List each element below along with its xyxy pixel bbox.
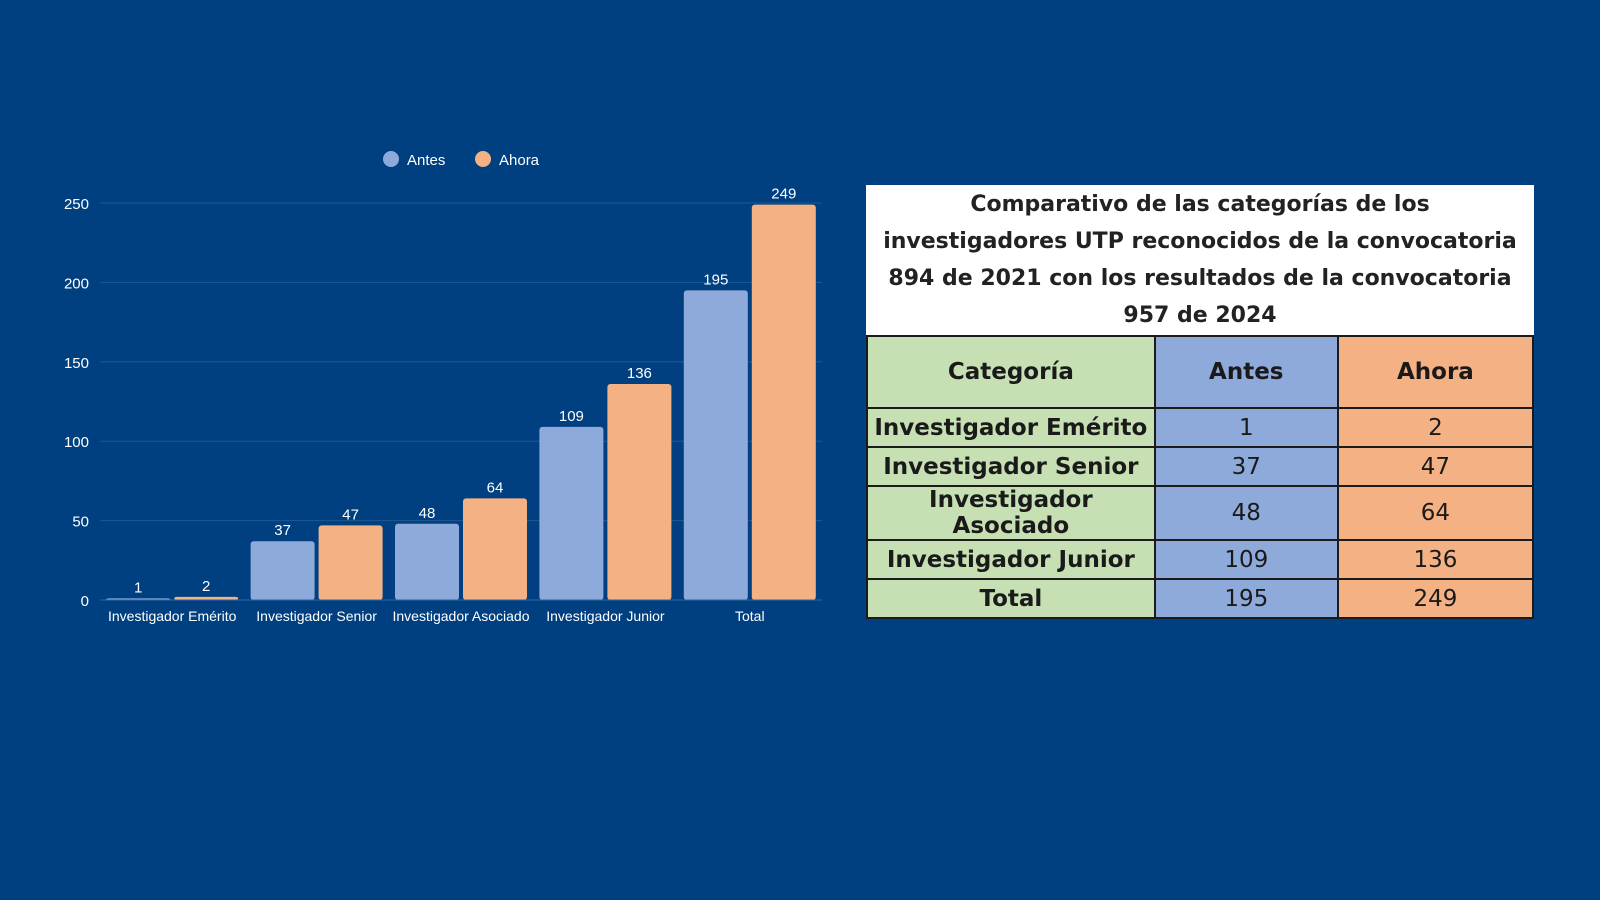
table-title: Comparativo de las categorías de los inv… [883, 192, 1517, 328]
x-tick-label: Investigador Junior [546, 608, 665, 624]
bar-ahora [174, 596, 239, 600]
bar-antes [395, 523, 459, 600]
legend-marker-ahora [475, 151, 491, 167]
y-tick-label: 0 [81, 593, 89, 610]
cell-antes: 37 [1153, 446, 1339, 487]
x-tick-label: Investigador Senior [256, 608, 377, 624]
cell-antes: 1 [1153, 407, 1339, 448]
cell-ahora: 249 [1336, 578, 1535, 619]
data-label: 47 [342, 506, 359, 523]
bar-chart: 0 50 100 150 200 250 1 2 Investigador Emérito 37 4… [64, 151, 822, 624]
cell-antes: 109 [1153, 539, 1339, 580]
header-antes: Antes [1153, 335, 1339, 409]
table-row: Investigador Asociado 48 64 [866, 485, 1535, 541]
legend-label: Antes [407, 152, 445, 169]
x-tick-label: Total [735, 608, 765, 624]
data-label: 64 [487, 479, 504, 496]
bar-ahora [751, 204, 816, 600]
cell-antes: 48 [1153, 485, 1339, 541]
bar-ahora [607, 384, 672, 600]
table-row: Total 195 249 [866, 578, 1535, 619]
cell-categoria: Investigador Junior [866, 539, 1156, 580]
cell-categoria: Total [866, 578, 1156, 619]
y-tick-label: 50 [72, 514, 89, 531]
table-row: Investigador Senior 37 47 [866, 446, 1535, 487]
comparison-table: Categoría Antes Ahora Investigador Eméri… [866, 335, 1535, 619]
data-label: 48 [419, 505, 436, 522]
data-label: 37 [274, 522, 291, 539]
table-row: Investigador Emérito 1 2 [866, 407, 1535, 448]
bar-antes [683, 290, 748, 600]
cell-antes: 195 [1153, 578, 1339, 619]
comparison-table-panel: Comparativo de las categorías de los inv… [866, 185, 1535, 619]
y-tick-label: 250 [64, 196, 89, 213]
header-categoria: Categoría [866, 335, 1156, 409]
y-tick-label: 200 [64, 275, 89, 292]
cell-ahora: 136 [1336, 539, 1535, 580]
data-label: 136 [627, 365, 652, 382]
bar-antes [250, 541, 315, 600]
data-label: 1 [134, 579, 142, 596]
cell-ahora: 2 [1336, 407, 1535, 448]
bar-ahora [318, 525, 383, 600]
header-ahora: Ahora [1336, 335, 1535, 409]
table-header-row: Categoría Antes Ahora [866, 335, 1535, 409]
y-tick-label: 150 [64, 355, 89, 372]
bar-ahora [463, 498, 527, 600]
y-tick-label: 100 [64, 434, 89, 451]
data-label: 109 [559, 408, 584, 425]
bar-antes [539, 426, 604, 600]
x-tick-label: Investigador Emérito [108, 608, 237, 624]
table-row: Investigador Junior 109 136 [866, 539, 1535, 580]
legend-label: Ahora [499, 152, 540, 169]
data-label: 195 [703, 271, 728, 288]
cell-categoria: Investigador Emérito [866, 407, 1156, 448]
legend-marker-antes [383, 151, 399, 167]
cell-ahora: 47 [1336, 446, 1535, 487]
data-label: 2 [202, 578, 210, 595]
cell-categoria: Investigador Senior [866, 446, 1156, 487]
cell-ahora: 64 [1336, 485, 1535, 541]
x-tick-label: Investigador Asociado [393, 608, 530, 624]
data-label: 249 [771, 186, 796, 203]
cell-categoria: Investigador Asociado [866, 485, 1156, 541]
